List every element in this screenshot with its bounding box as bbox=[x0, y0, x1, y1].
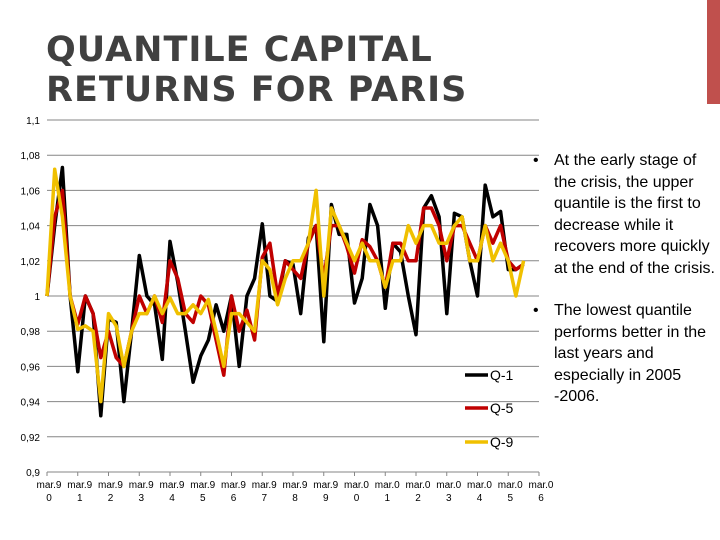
bullet-early-stage: At the early stage of the crisis, the up… bbox=[530, 150, 716, 279]
x-tick-label-line2: 1 bbox=[77, 493, 83, 504]
x-tick-label-line2: 1 bbox=[384, 493, 390, 504]
bullet-lowest-quantile: The lowest quantile performs better in t… bbox=[530, 300, 716, 408]
x-tick-label-line1: mar.9 bbox=[221, 480, 246, 491]
x-tick-label-line2: 3 bbox=[446, 493, 452, 504]
x-tick-label-line2: 3 bbox=[138, 493, 144, 504]
series-line-q-9 bbox=[45, 167, 526, 404]
x-tick-label-line1: mar.0 bbox=[498, 480, 523, 491]
y-tick-label: 1,04 bbox=[21, 222, 41, 233]
x-tick-label-line1: mar.0 bbox=[344, 480, 369, 491]
accent-bar bbox=[707, 0, 720, 104]
x-tick-label-line1: mar.9 bbox=[313, 480, 338, 491]
x-tick-label-line1: mar.9 bbox=[282, 480, 307, 491]
x-tick-label-line2: 6 bbox=[538, 493, 544, 504]
legend-label-q-1: Q-1 bbox=[490, 367, 514, 383]
x-tick-label-line2: 4 bbox=[169, 493, 175, 504]
x-tick-label-line2: 5 bbox=[200, 493, 206, 504]
x-tick-label-line1: mar.9 bbox=[36, 480, 61, 491]
x-tick-label-line1: mar.0 bbox=[436, 480, 461, 491]
x-tick-label-line2: 7 bbox=[261, 493, 267, 504]
x-tick-label-line1: mar.0 bbox=[467, 480, 492, 491]
gridlines bbox=[47, 119, 539, 473]
x-tick-label-line2: 0 bbox=[46, 493, 52, 504]
x-tick-label-line1: mar.9 bbox=[129, 480, 154, 491]
x-tick-label-line2: 2 bbox=[108, 493, 114, 504]
x-tick-label-line1: mar.9 bbox=[67, 480, 92, 491]
series-lines bbox=[45, 165, 526, 418]
x-tick-label-line2: 8 bbox=[292, 493, 298, 504]
x-tick-label-line1: mar.9 bbox=[190, 480, 215, 491]
y-tick-label: 0,98 bbox=[21, 327, 41, 338]
x-tick-label-line2: 5 bbox=[507, 493, 513, 504]
legend: Q-1 Q-5 Q-9 bbox=[465, 367, 514, 450]
x-tick-label-line2: 9 bbox=[323, 493, 329, 504]
x-tick-label-line2: 4 bbox=[477, 493, 483, 504]
y-tick-label: 0,94 bbox=[21, 398, 41, 409]
y-tick-label: 1,1 bbox=[26, 116, 40, 127]
x-tick-label-line2: 2 bbox=[415, 493, 421, 504]
y-tick-label: 1,08 bbox=[21, 151, 41, 162]
x-tick-label-line2: 6 bbox=[231, 493, 237, 504]
bullet-list: At the early stage of the crisis, the up… bbox=[530, 150, 716, 408]
x-tick-label-line2: 0 bbox=[354, 493, 360, 504]
x-tick-label-line1: mar.9 bbox=[252, 480, 277, 491]
x-tick-label-line1: mar.9 bbox=[159, 480, 184, 491]
title-line-1: QUANTILE CAPITAL bbox=[46, 30, 433, 70]
y-tick-label: 1 bbox=[34, 292, 40, 303]
x-axis: mar.9 0 mar.9 1 mar.9 2 mar.9 3 mar.9 4 mar.9 5 mar.… bbox=[36, 471, 554, 504]
y-tick-label: 0,92 bbox=[21, 433, 41, 444]
legend-label-q-5: Q-5 bbox=[490, 400, 514, 416]
x-tick-label-line1: mar.0 bbox=[375, 480, 400, 491]
title-line-2: RETURNS FOR PARIS bbox=[46, 70, 468, 110]
x-tick-label-line1: mar.0 bbox=[528, 480, 553, 491]
legend-label-q-9: Q-9 bbox=[490, 434, 514, 450]
y-tick-label: 0,96 bbox=[21, 362, 41, 373]
y-axis: 0,9 0,92 0,94 0,96 0,98 1 1,02 1,04 1,06 1,08 1,1 bbox=[21, 116, 41, 479]
x-tick-label-line1: mar.9 bbox=[98, 480, 123, 491]
page-title: QUANTILE CAPITAL RETURNS FOR PARIS bbox=[46, 30, 486, 110]
series-line-q-1 bbox=[45, 165, 525, 418]
x-tick-label-line1: mar.0 bbox=[405, 480, 430, 491]
y-tick-label: 1,06 bbox=[21, 186, 41, 197]
y-tick-label: 1,02 bbox=[21, 257, 41, 268]
quantile-line-chart: 0,90,920,940,960,9811,021,041,061,081,1 … bbox=[21, 116, 554, 504]
y-tick-label: 0,9 bbox=[26, 468, 40, 479]
